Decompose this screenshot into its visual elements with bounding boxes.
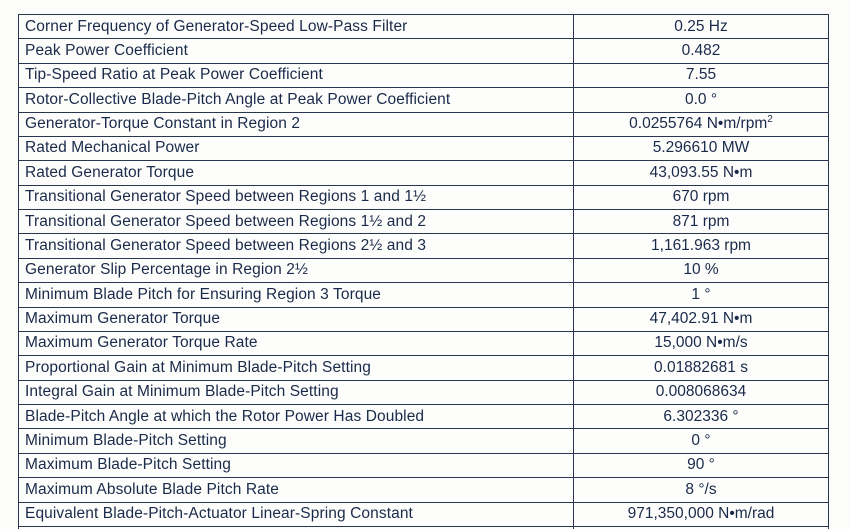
table-row: Maximum Generator Torque47,402.91 N•m bbox=[19, 307, 829, 331]
param-value: 1 ° bbox=[574, 283, 829, 307]
param-label: Rotor-Collective Blade-Pitch Angle at Pe… bbox=[19, 88, 574, 112]
table-row: Generator-Torque Constant in Region 20.0… bbox=[19, 112, 829, 136]
param-value: 871 rpm bbox=[574, 210, 829, 234]
table-row: Transitional Generator Speed between Reg… bbox=[19, 234, 829, 258]
param-label: Corner Frequency of Generator-Speed Low-… bbox=[19, 15, 574, 39]
param-value: 7.55 bbox=[574, 63, 829, 87]
table-row: Minimum Blade-Pitch Setting0 ° bbox=[19, 429, 829, 453]
param-label: Transitional Generator Speed between Reg… bbox=[19, 234, 574, 258]
param-value: 0.0 ° bbox=[574, 88, 829, 112]
table-row: Rated Mechanical Power5.296610 MW bbox=[19, 136, 829, 160]
table-row: Peak Power Coefficient0.482 bbox=[19, 39, 829, 63]
param-label: Rated Mechanical Power bbox=[19, 136, 574, 160]
table-row: Proportional Gain at Minimum Blade-Pitch… bbox=[19, 356, 829, 380]
param-label: Generator Slip Percentage in Region 2½ bbox=[19, 258, 574, 282]
param-label: Maximum Generator Torque Rate bbox=[19, 331, 574, 355]
table-row: Blade-Pitch Angle at which the Rotor Pow… bbox=[19, 405, 829, 429]
param-label: Maximum Absolute Blade Pitch Rate bbox=[19, 478, 574, 502]
param-label: Transitional Generator Speed between Reg… bbox=[19, 185, 574, 209]
param-label: Equivalent Blade-Pitch-Actuator Linear-S… bbox=[19, 502, 574, 526]
param-label: Maximum Blade-Pitch Setting bbox=[19, 453, 574, 477]
param-label: Integral Gain at Minimum Blade-Pitch Set… bbox=[19, 380, 574, 404]
table-row: Maximum Generator Torque Rate15,000 N•m/… bbox=[19, 331, 829, 355]
table-row: Maximum Absolute Blade Pitch Rate8 °/s bbox=[19, 478, 829, 502]
param-label: Proportional Gain at Minimum Blade-Pitch… bbox=[19, 356, 574, 380]
param-value: 47,402.91 N•m bbox=[574, 307, 829, 331]
param-label: Minimum Blade Pitch for Ensuring Region … bbox=[19, 283, 574, 307]
parameters-table: Corner Frequency of Generator-Speed Low-… bbox=[18, 14, 829, 529]
param-value: 0.25 Hz bbox=[574, 15, 829, 39]
param-value: 670 rpm bbox=[574, 185, 829, 209]
param-value: 15,000 N•m/s bbox=[574, 331, 829, 355]
param-value: 6.302336 ° bbox=[574, 405, 829, 429]
param-value: 10 % bbox=[574, 258, 829, 282]
param-label: Tip-Speed Ratio at Peak Power Coefficien… bbox=[19, 63, 574, 87]
param-value: 43,093.55 N•m bbox=[574, 161, 829, 185]
page-container: Corner Frequency of Generator-Speed Low-… bbox=[0, 0, 850, 529]
param-value: 1,161.963 rpm bbox=[574, 234, 829, 258]
table-row: Transitional Generator Speed between Reg… bbox=[19, 210, 829, 234]
param-value: 90 ° bbox=[574, 453, 829, 477]
table-row: Rotor-Collective Blade-Pitch Angle at Pe… bbox=[19, 88, 829, 112]
table-row: Tip-Speed Ratio at Peak Power Coefficien… bbox=[19, 63, 829, 87]
param-label: Peak Power Coefficient bbox=[19, 39, 574, 63]
table-body: Corner Frequency of Generator-Speed Low-… bbox=[19, 15, 829, 529]
param-value: 971,350,000 N•m/rad bbox=[574, 502, 829, 526]
param-label: Rated Generator Torque bbox=[19, 161, 574, 185]
param-value: 0.008068634 bbox=[574, 380, 829, 404]
param-value: 0.482 bbox=[574, 39, 829, 63]
param-value: 5.296610 MW bbox=[574, 136, 829, 160]
table-row: Corner Frequency of Generator-Speed Low-… bbox=[19, 15, 829, 39]
table-row: Rated Generator Torque43,093.55 N•m bbox=[19, 161, 829, 185]
param-value: 8 °/s bbox=[574, 478, 829, 502]
param-label: Maximum Generator Torque bbox=[19, 307, 574, 331]
param-label: Minimum Blade-Pitch Setting bbox=[19, 429, 574, 453]
table-row: Minimum Blade Pitch for Ensuring Region … bbox=[19, 283, 829, 307]
table-row: Transitional Generator Speed between Reg… bbox=[19, 185, 829, 209]
table-row: Equivalent Blade-Pitch-Actuator Linear-S… bbox=[19, 502, 829, 526]
param-label: Generator-Torque Constant in Region 2 bbox=[19, 112, 574, 136]
param-label: Blade-Pitch Angle at which the Rotor Pow… bbox=[19, 405, 574, 429]
table-row: Generator Slip Percentage in Region 2½10… bbox=[19, 258, 829, 282]
param-label: Transitional Generator Speed between Reg… bbox=[19, 210, 574, 234]
table-row: Maximum Blade-Pitch Setting90 ° bbox=[19, 453, 829, 477]
param-value: 0.01882681 s bbox=[574, 356, 829, 380]
table-row: Integral Gain at Minimum Blade-Pitch Set… bbox=[19, 380, 829, 404]
param-value: 0 ° bbox=[574, 429, 829, 453]
param-value: 0.0255764 N•m/rpm2 bbox=[574, 112, 829, 136]
